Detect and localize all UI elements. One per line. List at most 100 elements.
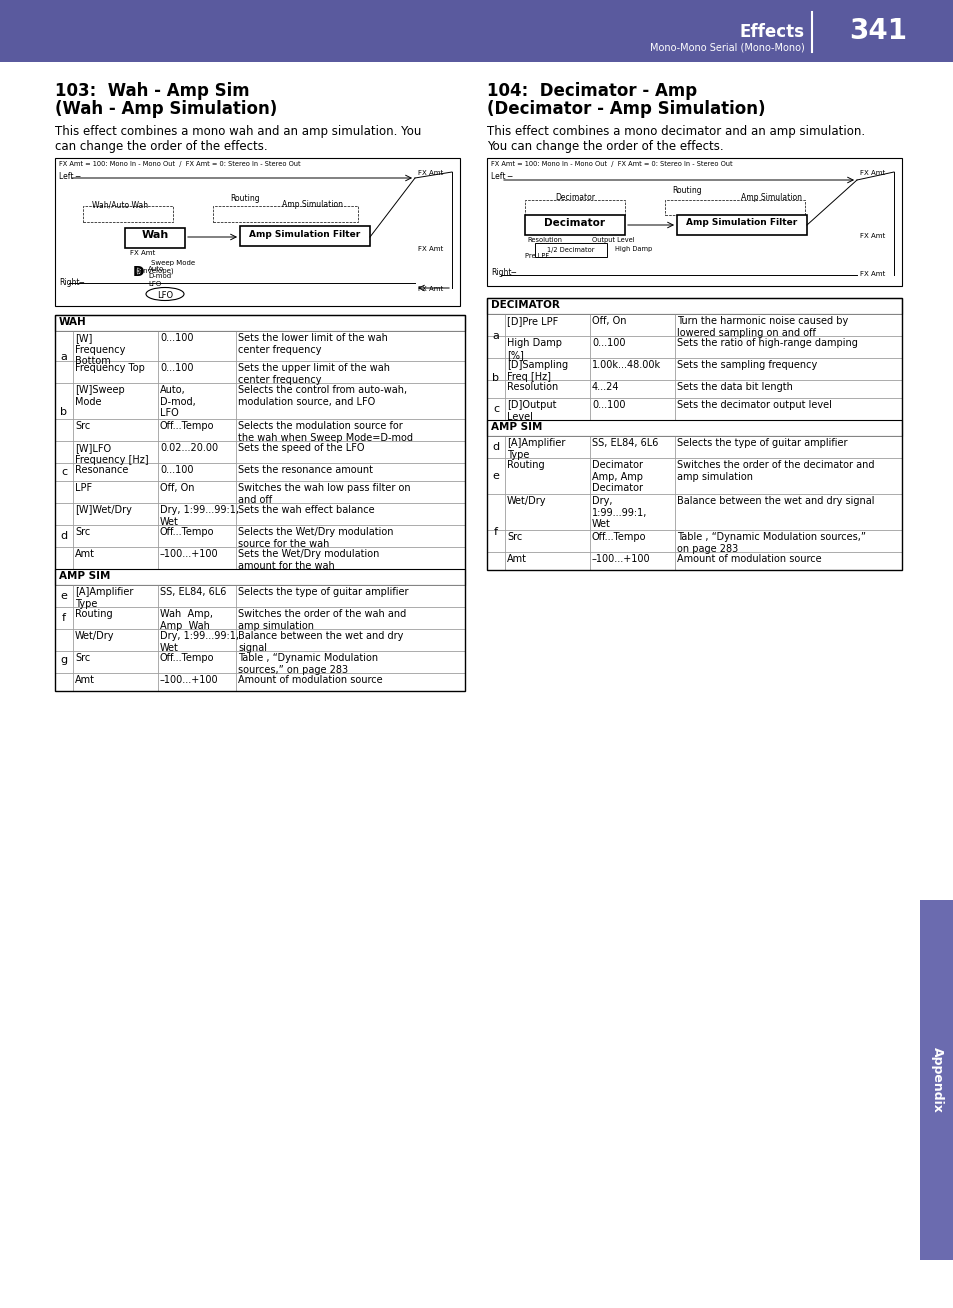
Text: Off...Tempo: Off...Tempo bbox=[160, 527, 214, 538]
Text: b: b bbox=[60, 407, 68, 417]
Bar bbox=[486, 298, 901, 570]
Bar bbox=[55, 331, 73, 361]
Bar bbox=[486, 298, 901, 314]
Bar bbox=[73, 481, 158, 504]
Text: f: f bbox=[494, 527, 497, 538]
Text: Auto,
D-mod,
LFO: Auto, D-mod, LFO bbox=[160, 385, 195, 419]
Bar bbox=[158, 481, 235, 504]
Bar bbox=[55, 463, 73, 481]
Bar bbox=[158, 674, 235, 691]
Text: 341: 341 bbox=[848, 17, 906, 44]
Text: Left ─: Left ─ bbox=[59, 171, 80, 181]
Text: Selects the type of guitar amplifier: Selects the type of guitar amplifier bbox=[237, 587, 408, 596]
Text: Turn the harmonic noise caused by
lowered sampling on and off: Turn the harmonic noise caused by lowere… bbox=[677, 317, 847, 337]
Bar bbox=[919, 900, 953, 1260]
Bar bbox=[589, 494, 675, 530]
Bar bbox=[235, 361, 464, 383]
Text: Appendix: Appendix bbox=[929, 1048, 943, 1113]
Text: Sets the resonance amount: Sets the resonance amount bbox=[237, 466, 373, 475]
Text: Routing: Routing bbox=[672, 186, 701, 195]
Text: 103:  Wah - Amp Sim: 103: Wah - Amp Sim bbox=[55, 82, 250, 99]
Text: [W]LFO
Frequency [Hz]: [W]LFO Frequency [Hz] bbox=[75, 443, 149, 464]
Bar bbox=[504, 381, 589, 398]
Bar bbox=[504, 530, 589, 552]
Text: Wah  Amp,
Amp  Wah: Wah Amp, Amp Wah bbox=[160, 610, 213, 630]
Bar bbox=[589, 358, 675, 381]
Bar bbox=[73, 607, 158, 629]
Bar bbox=[486, 420, 901, 436]
Bar bbox=[55, 419, 73, 441]
Text: Switches the order of the wah and
amp simulation: Switches the order of the wah and amp si… bbox=[237, 610, 406, 630]
Text: Table , “Dynamic Modulation sources,”
on page 283: Table , “Dynamic Modulation sources,” on… bbox=[677, 532, 865, 553]
Text: Amt: Amt bbox=[506, 555, 526, 564]
Text: Left ─: Left ─ bbox=[491, 171, 512, 181]
Text: FX Amt: FX Amt bbox=[859, 170, 884, 177]
Bar bbox=[240, 226, 370, 246]
Bar bbox=[158, 629, 235, 651]
Bar bbox=[158, 525, 235, 547]
Text: FX Amt = 100: Mono In - Mono Out  /  FX Amt = 0: Stereo In - Stereo Out: FX Amt = 100: Mono In - Mono Out / FX Am… bbox=[491, 161, 732, 167]
Bar bbox=[55, 569, 464, 585]
Ellipse shape bbox=[146, 288, 184, 301]
Bar bbox=[589, 398, 675, 420]
Text: Selects the control from auto-wah,
modulation source, and LFO: Selects the control from auto-wah, modul… bbox=[237, 385, 407, 407]
Bar bbox=[158, 607, 235, 629]
Text: LFO: LFO bbox=[157, 290, 172, 300]
Bar bbox=[55, 651, 73, 674]
Text: Output Level: Output Level bbox=[592, 237, 634, 243]
Bar bbox=[55, 158, 459, 306]
Text: d: d bbox=[60, 531, 68, 542]
Bar bbox=[486, 358, 504, 381]
Text: Off, On: Off, On bbox=[160, 483, 194, 493]
Bar bbox=[675, 314, 901, 336]
Bar bbox=[235, 441, 464, 463]
Text: WAH: WAH bbox=[59, 317, 87, 327]
Text: –100...+100: –100...+100 bbox=[160, 549, 218, 559]
Text: LPF: LPF bbox=[75, 483, 92, 493]
Text: Sets the wah effect balance: Sets the wah effect balance bbox=[237, 505, 375, 515]
Text: Decimator: Decimator bbox=[544, 218, 605, 228]
Text: Dry, 1:99...99:1,
Wet: Dry, 1:99...99:1, Wet bbox=[160, 630, 239, 653]
Bar bbox=[235, 585, 464, 607]
Bar bbox=[235, 674, 464, 691]
Bar bbox=[55, 383, 73, 419]
Bar bbox=[73, 419, 158, 441]
Bar bbox=[675, 381, 901, 398]
Bar bbox=[73, 629, 158, 651]
Text: (Envelope): (Envelope) bbox=[136, 267, 173, 273]
Bar bbox=[675, 436, 901, 458]
Bar bbox=[158, 504, 235, 525]
Text: Amt: Amt bbox=[75, 549, 95, 559]
Bar bbox=[535, 243, 606, 256]
Text: Sets the data bit length: Sets the data bit length bbox=[677, 382, 792, 392]
Text: [D]Output
Level: [D]Output Level bbox=[506, 400, 556, 421]
Bar bbox=[73, 504, 158, 525]
Text: Sets the sampling frequency: Sets the sampling frequency bbox=[677, 360, 817, 370]
Bar bbox=[213, 205, 357, 222]
Bar bbox=[55, 674, 73, 691]
Text: Sets the decimator output level: Sets the decimator output level bbox=[677, 400, 831, 409]
Text: Amp Simulation: Amp Simulation bbox=[740, 194, 801, 201]
Bar bbox=[73, 383, 158, 419]
Bar bbox=[589, 381, 675, 398]
Text: c: c bbox=[493, 404, 498, 415]
Bar bbox=[486, 381, 504, 398]
Text: Selects the Wet/Dry modulation
source for the wah: Selects the Wet/Dry modulation source fo… bbox=[237, 527, 393, 548]
Bar bbox=[675, 358, 901, 381]
Bar bbox=[55, 607, 73, 629]
Bar bbox=[83, 205, 172, 222]
Text: Routing: Routing bbox=[506, 460, 544, 470]
Bar bbox=[486, 458, 504, 494]
Bar bbox=[235, 547, 464, 569]
Text: Sets the Wet/Dry modulation
amount for the wah: Sets the Wet/Dry modulation amount for t… bbox=[237, 549, 379, 570]
Text: This effect combines a mono decimator and an amp simulation.
You can change the : This effect combines a mono decimator an… bbox=[486, 126, 864, 153]
Text: Pre LPF: Pre LPF bbox=[524, 252, 549, 259]
Text: [D]Sampling
Freq [Hz]: [D]Sampling Freq [Hz] bbox=[506, 360, 568, 382]
Text: Sets the ratio of high-range damping: Sets the ratio of high-range damping bbox=[677, 337, 857, 348]
Bar bbox=[158, 419, 235, 441]
Bar bbox=[73, 441, 158, 463]
Bar bbox=[235, 607, 464, 629]
Bar bbox=[486, 552, 504, 570]
Bar bbox=[73, 547, 158, 569]
Bar bbox=[55, 481, 73, 504]
